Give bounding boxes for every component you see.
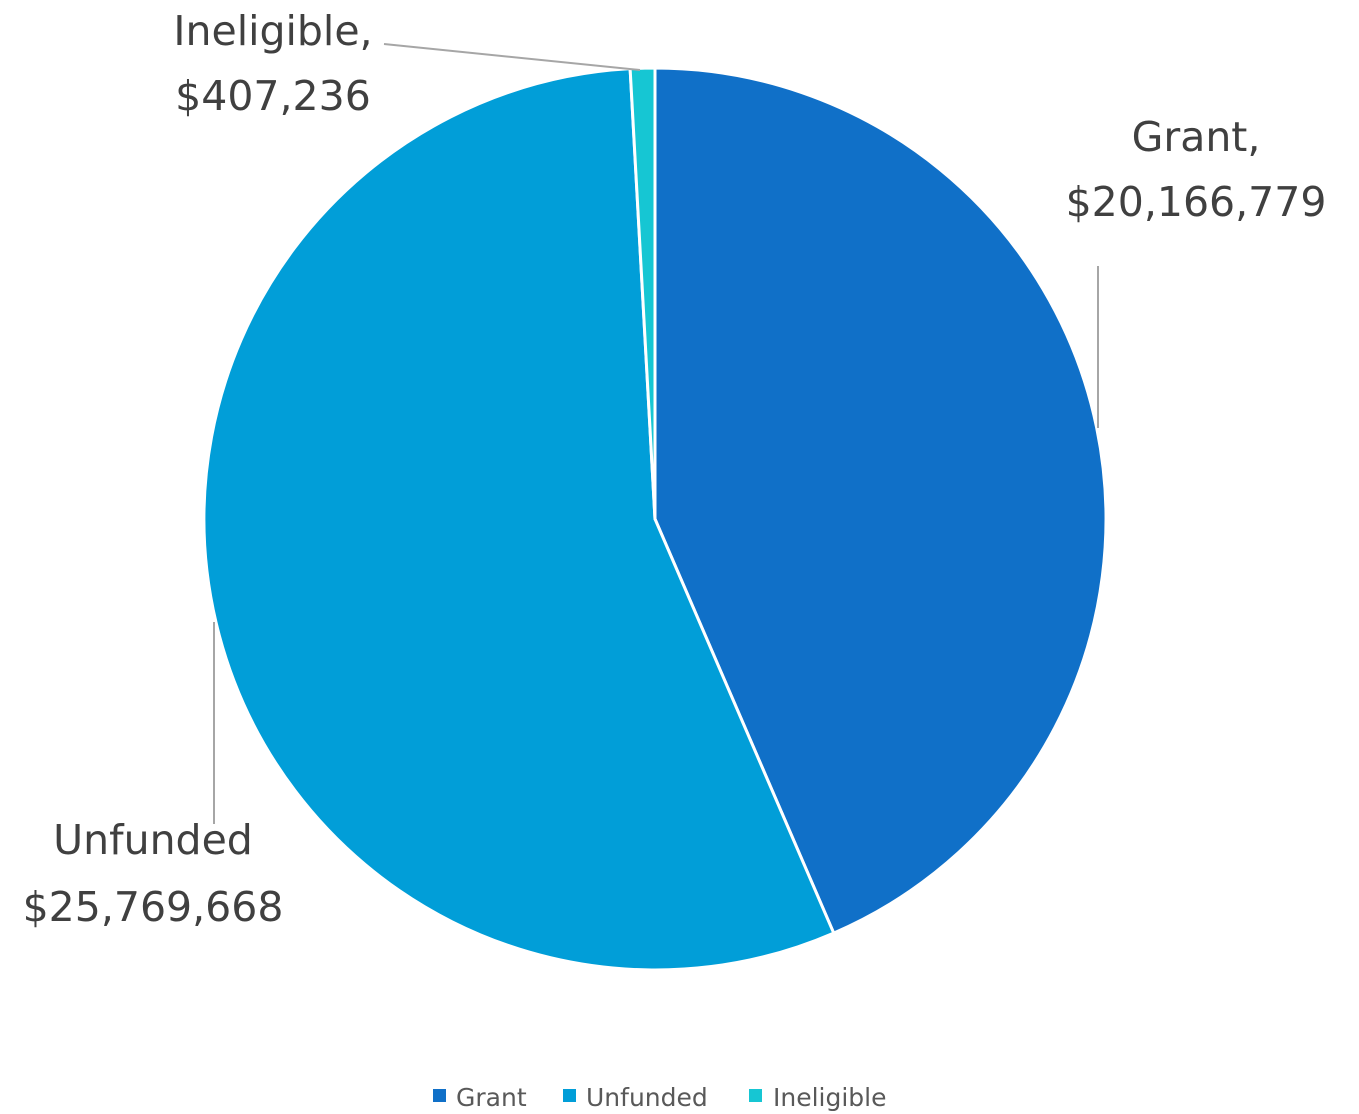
legend-swatch-grant [433, 1089, 446, 1102]
data-label-ineligible-name: Ineligible, [173, 7, 372, 55]
legend: Grant Unfunded Ineligible [433, 1083, 887, 1112]
pie-slice-unfunded [202, 67, 836, 972]
legend-swatch-unfunded [563, 1089, 576, 1102]
legend-label-ineligible: Ineligible [773, 1083, 887, 1112]
legend-swatch-ineligible [749, 1089, 762, 1102]
data-label-grant-name: Grant, [1132, 113, 1261, 161]
pie-slices [202, 66, 1108, 972]
legend-label-unfunded: Unfunded [586, 1083, 708, 1112]
data-label-unfunded-name: Unfunded [53, 816, 253, 864]
data-label-ineligible-value: $407,236 [175, 72, 371, 120]
data-label-grant-value: $20,166,779 [1066, 178, 1327, 226]
data-label-unfunded-value: $25,769,668 [23, 883, 284, 931]
legend-label-grant: Grant [456, 1083, 527, 1112]
leader-line-ineligible [383, 43, 641, 71]
pie-slice-grant [653, 66, 1108, 935]
